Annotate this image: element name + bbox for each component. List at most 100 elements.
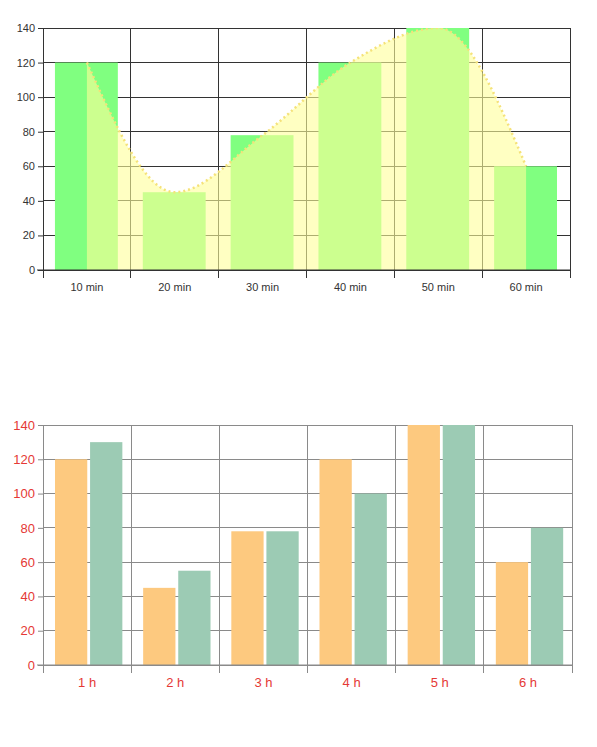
y-axis-line	[43, 426, 44, 666]
x-tick-label: 5 h	[431, 675, 449, 690]
bar	[178, 571, 210, 665]
y-tick: 20	[21, 623, 43, 638]
x-tick-label: 3 h	[254, 675, 272, 690]
bar	[266, 531, 298, 665]
plot-area	[55, 425, 563, 665]
category-boundary-tick	[482, 270, 483, 278]
y-tick-mark	[38, 425, 43, 426]
y-tick: 140	[13, 418, 43, 433]
y-tick: 20	[23, 229, 43, 241]
y-tick-label: 100	[13, 486, 35, 501]
chart: 02040608010012014010 min20 min30 min40 m…	[17, 22, 570, 293]
y-tick-label: 120	[13, 452, 35, 467]
chart: 0204060801001201401 h2 h3 h4 h5 h6 h	[13, 418, 572, 691]
bar	[531, 528, 563, 665]
y-tick-label: 40	[21, 589, 35, 604]
x-tick: 2 h	[166, 665, 184, 690]
y-tick-mark	[38, 28, 43, 29]
x-tick: 20 min	[158, 270, 191, 293]
category-divider	[307, 425, 308, 665]
y-tick-mark	[38, 63, 43, 64]
category-boundary-tick	[131, 665, 132, 673]
x-tick: 1 h	[78, 665, 96, 690]
category-divider	[572, 425, 573, 665]
category-divider	[219, 425, 220, 665]
y-tick-mark	[38, 631, 43, 632]
y-tick: 100	[13, 486, 43, 501]
y-tick-mark	[38, 562, 43, 563]
category-boundary-tick	[483, 665, 484, 673]
x-axis: 1 h 2 h 3 h 4 h 5 h 6 h	[37, 665, 572, 690]
line	[87, 28, 526, 192]
category-boundary-tick	[306, 270, 307, 278]
y-tick-label: 120	[17, 57, 35, 69]
y-tick-label: 20	[21, 623, 35, 638]
y-tick: 40	[21, 589, 43, 604]
y-tick: 80	[21, 521, 43, 536]
y-tick-mark	[38, 201, 43, 202]
x-tick: 40 min	[334, 270, 367, 293]
y-tick-mark	[38, 97, 43, 98]
y-tick-label: 20	[23, 229, 35, 241]
x-tick-label: 20 min	[158, 281, 191, 293]
y-tick-mark	[38, 459, 43, 460]
x-tick: 50 min	[422, 270, 455, 293]
x-tick: 3 h	[254, 665, 272, 690]
x-tick-label: 50 min	[422, 281, 455, 293]
category-boundary-tick	[218, 270, 219, 278]
x-tick: 10 min	[70, 270, 103, 293]
y-tick-mark	[38, 235, 43, 236]
x-tick: 4 h	[343, 665, 361, 690]
area	[87, 28, 526, 270]
x-tick-label: 6 h	[519, 675, 537, 690]
canvas: 0 20 40 60 80 100 120 140 10 min 20 min 30 min 40 m…	[0, 0, 597, 747]
x-tick-label: 10 min	[70, 281, 103, 293]
bar	[231, 531, 263, 665]
plot-area	[55, 28, 557, 270]
category-boundary-tick	[395, 665, 396, 673]
category-divider	[43, 425, 44, 665]
category-divider	[131, 425, 132, 665]
y-tick: 40	[23, 195, 43, 207]
category-boundary-tick	[394, 270, 395, 278]
y-tick: 120	[13, 452, 43, 467]
category-divider	[483, 425, 484, 665]
category-boundary-tick	[130, 270, 131, 278]
category-boundary-tick	[219, 665, 220, 673]
x-tick-label: 60 min	[510, 281, 543, 293]
y-tick-label: 60	[23, 160, 35, 172]
bar	[143, 588, 175, 665]
y-tick-label: 60	[21, 555, 35, 570]
y-tick-label: 80	[21, 521, 35, 536]
category-divider	[395, 425, 396, 665]
grid	[43, 425, 572, 665]
y-tick-label: 0	[29, 264, 35, 276]
bar	[55, 459, 87, 665]
x-tick: 6 h	[519, 665, 537, 690]
category-boundary-tick	[43, 665, 44, 673]
category-boundary-tick	[43, 270, 44, 278]
grid	[43, 28, 570, 270]
y-tick-label: 140	[13, 418, 35, 433]
x-axis-line	[37, 270, 570, 271]
y-tick-label: 40	[23, 195, 35, 207]
y-tick-mark	[38, 596, 43, 597]
bar	[408, 425, 440, 665]
x-tick-label: 40 min	[334, 281, 367, 293]
y-tick-mark	[38, 166, 43, 167]
y-tick: 120	[17, 57, 43, 69]
x-tick-label: 2 h	[166, 675, 184, 690]
y-axis: 020406080100120140	[13, 418, 43, 673]
x-tick: 60 min	[510, 270, 543, 293]
x-tick: 30 min	[246, 270, 279, 293]
y-tick-label: 100	[17, 91, 35, 103]
bar	[319, 459, 351, 665]
bar	[90, 442, 122, 665]
x-tick: 5 h	[431, 665, 449, 690]
y-axis-line	[43, 29, 44, 271]
x-tick-label: 1 h	[78, 675, 96, 690]
y-tick-mark	[38, 528, 43, 529]
x-tick-label: 30 min	[246, 281, 279, 293]
y-axis: 020406080100120140	[17, 22, 44, 276]
y-tick: 60	[23, 160, 43, 172]
